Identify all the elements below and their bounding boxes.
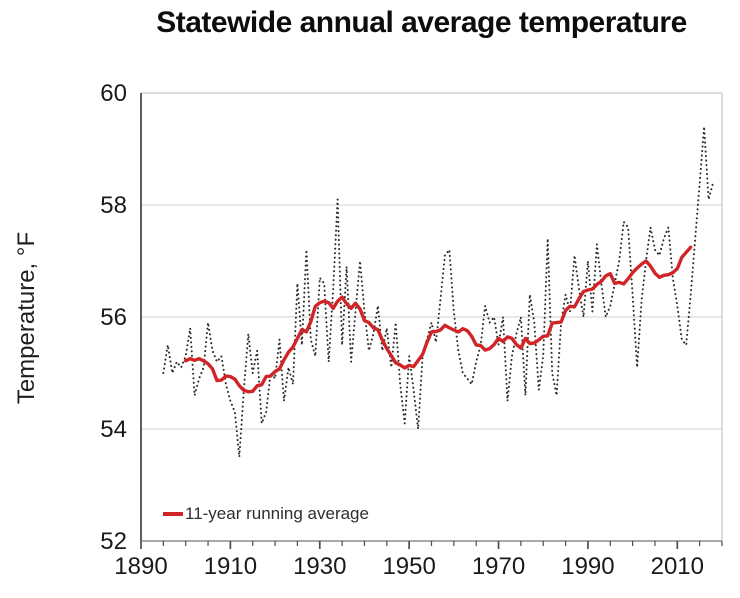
x-tick-label: 2010 bbox=[651, 553, 704, 580]
y-tick-label: 56 bbox=[100, 304, 127, 331]
legend-line-swatch bbox=[163, 512, 183, 516]
x-tick-label: 1990 bbox=[561, 553, 614, 580]
y-tick-label: 52 bbox=[100, 528, 127, 555]
y-tick-label: 60 bbox=[100, 80, 127, 107]
legend: 11-year running average bbox=[163, 504, 369, 524]
annual-temperature-line bbox=[162, 125, 715, 458]
x-tick-label: 1910 bbox=[204, 553, 257, 580]
x-tick-label: 1930 bbox=[293, 553, 346, 580]
x-tick-label: 1950 bbox=[382, 553, 435, 580]
x-tick-label: 1970 bbox=[472, 553, 525, 580]
legend-label: 11-year running average bbox=[185, 504, 369, 523]
y-tick-label: 58 bbox=[100, 192, 127, 219]
y-tick-label: 54 bbox=[100, 416, 127, 443]
running-average-line bbox=[184, 245, 693, 394]
chart-title: Statewide annual average temperature bbox=[156, 6, 687, 39]
x-tick-label: 1890 bbox=[114, 553, 167, 580]
